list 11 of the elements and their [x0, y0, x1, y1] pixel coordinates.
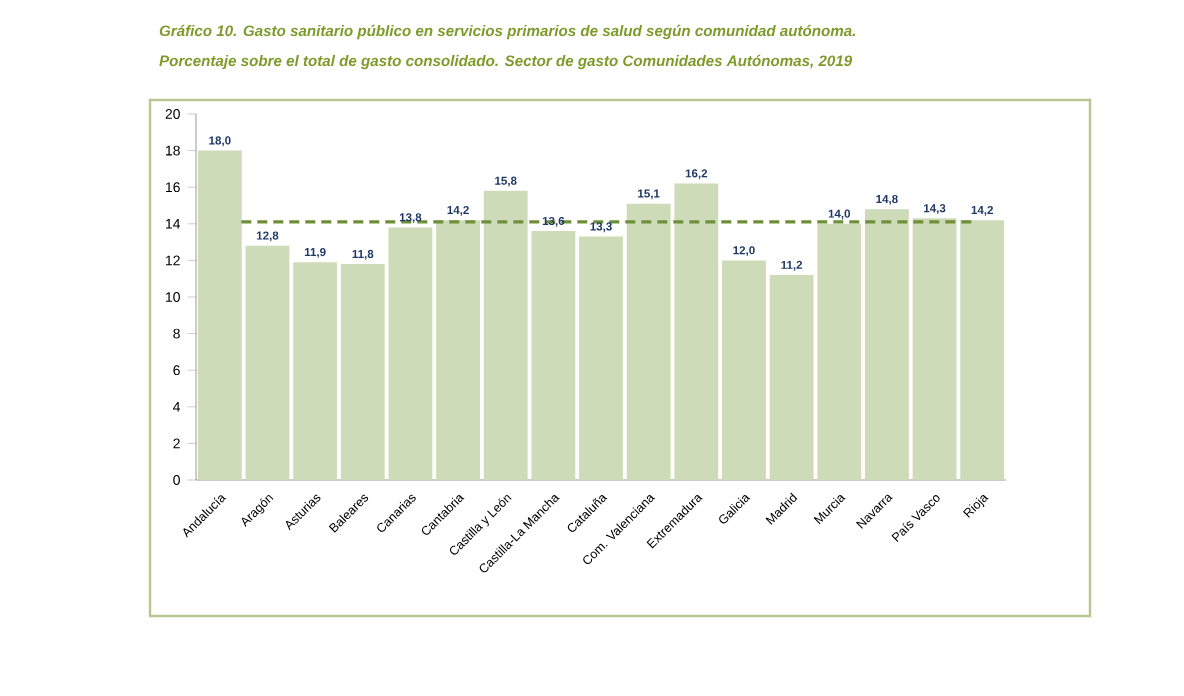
bar: [579, 236, 623, 480]
bar: [245, 245, 290, 480]
bar: [960, 220, 1005, 480]
bar: [912, 218, 957, 480]
bar: [197, 150, 242, 480]
bar: [340, 264, 385, 480]
bar: [864, 209, 909, 480]
bar: [293, 262, 338, 480]
bar: [436, 220, 480, 480]
bar: [388, 227, 433, 480]
bar: [722, 260, 766, 480]
